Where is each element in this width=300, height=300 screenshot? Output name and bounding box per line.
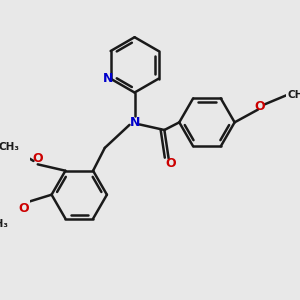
Text: O: O (19, 202, 29, 215)
Text: CH₃: CH₃ (0, 220, 9, 230)
Text: CH₃: CH₃ (0, 142, 20, 152)
Text: N: N (103, 72, 114, 85)
Text: O: O (255, 100, 266, 113)
Text: CH₃: CH₃ (288, 90, 300, 100)
Text: O: O (166, 157, 176, 170)
Text: O: O (32, 152, 43, 165)
Text: N: N (129, 116, 140, 129)
